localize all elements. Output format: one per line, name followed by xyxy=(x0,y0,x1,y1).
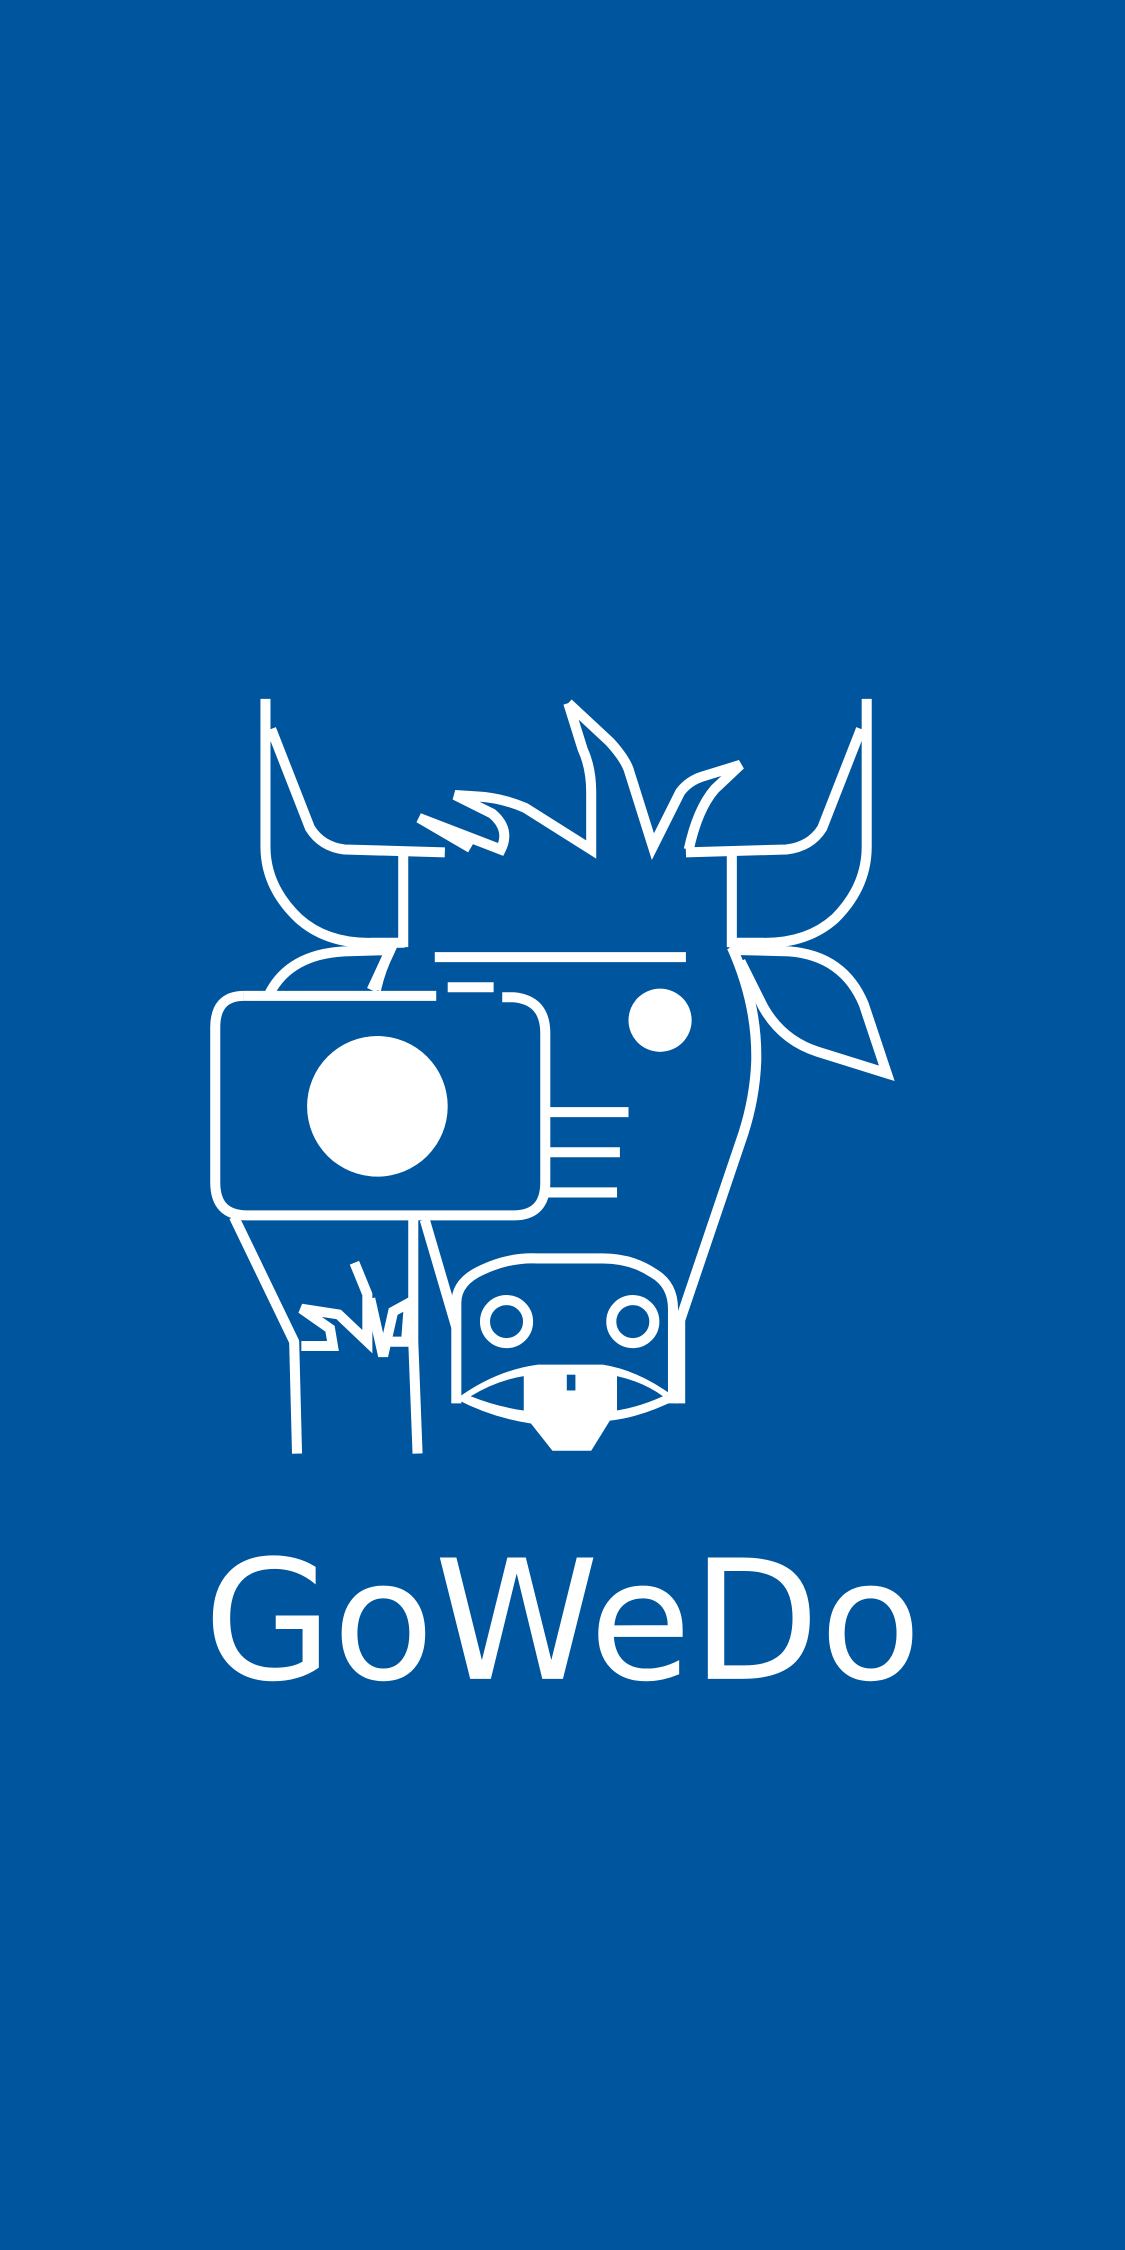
logo xyxy=(210,698,895,1454)
app-name: GoWeDo xyxy=(203,1525,921,1719)
